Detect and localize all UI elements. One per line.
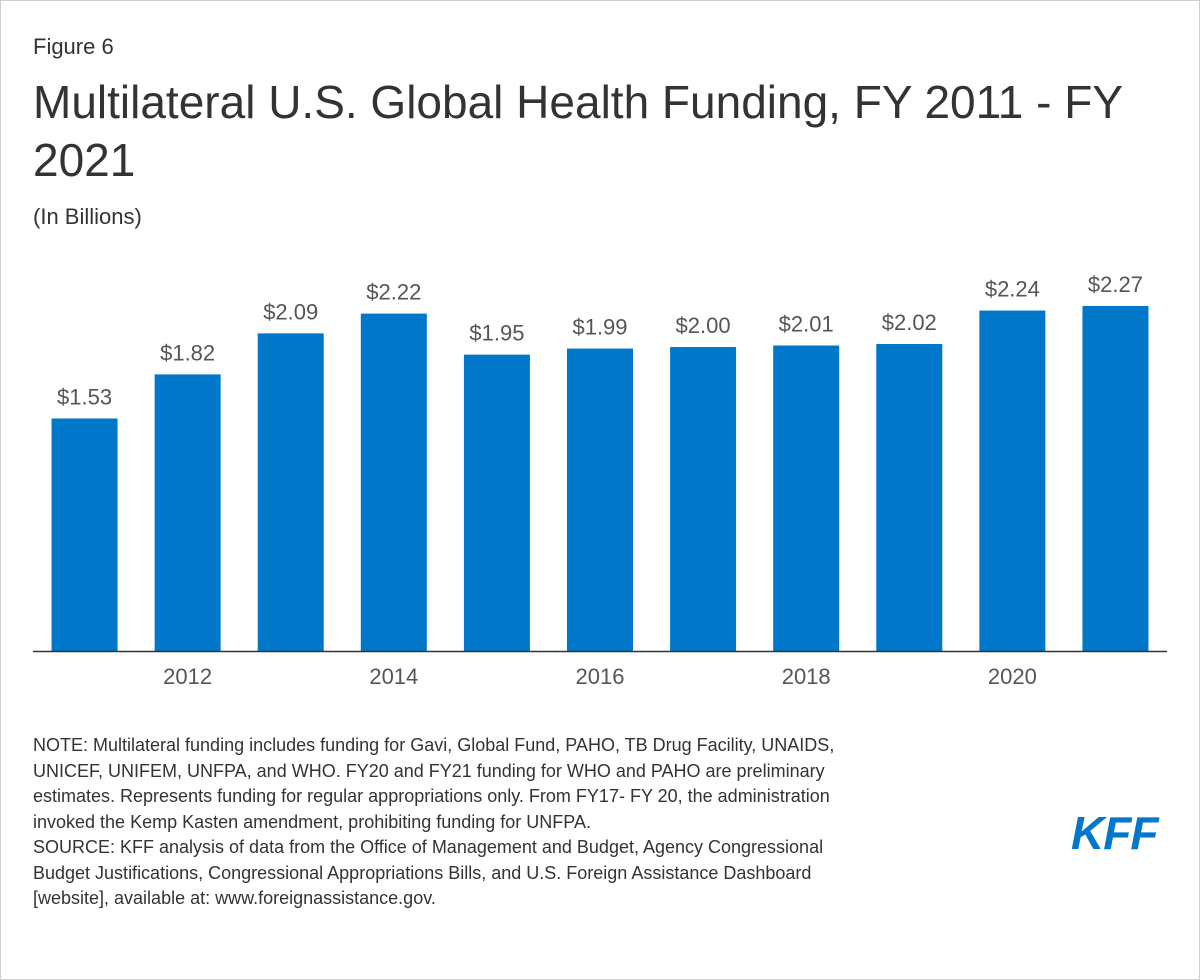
data-label-2020: $2.24 (985, 277, 1040, 302)
data-label-2019: $2.02 (882, 310, 937, 335)
chart-title: Multilateral U.S. Global Health Funding,… (33, 76, 1123, 186)
source-line: Budget Justifications, Congressional App… (33, 862, 812, 883)
bar-chart: $1.53 $1.82 $2.09 $2.22 $1.95 $1.99 $2.00 $2.01… (33, 272, 1167, 689)
note-line: estimates. Represents funding for regula… (33, 786, 830, 806)
bar-2019 (876, 343, 943, 651)
bar-2015 (463, 354, 530, 651)
bar-2018 (773, 345, 840, 651)
bar-2017 (670, 347, 737, 651)
note-line: UNICEF, UNIFEM, UNFPA, and WHO. FY20 and… (33, 760, 825, 781)
kff-logo: KFF (1071, 807, 1158, 859)
data-label-2018: $2.01 (779, 312, 834, 337)
data-label-2016: $1.99 (572, 315, 627, 340)
bar-2020 (979, 310, 1046, 651)
x-tick-label-2016: 2016 (576, 664, 625, 689)
bar-2013 (257, 333, 324, 651)
bar-2012 (154, 374, 221, 651)
data-label-2011: $1.53 (57, 384, 112, 409)
x-tick-label-2020: 2020 (988, 664, 1037, 689)
x-tick-label-2012: 2012 (163, 664, 212, 689)
footnote: NOTE: Multilateral funding includes fund… (33, 733, 1023, 912)
bar-2011 (51, 418, 118, 651)
x-tick-label-2018: 2018 (782, 664, 831, 689)
data-label-2021: $2.27 (1088, 272, 1143, 297)
chart-subtitle: (In Billions) (33, 204, 142, 229)
data-label-2014: $2.22 (366, 280, 421, 305)
x-tick-label-2014: 2014 (369, 664, 418, 689)
data-label-2012: $1.82 (160, 340, 215, 365)
note-line: invoked the Kemp Kasten amendment, prohi… (33, 811, 591, 832)
source-line: [website], available at: www.foreignassi… (33, 888, 436, 908)
data-label-2017: $2.00 (676, 313, 731, 338)
bar-2014 (360, 313, 427, 651)
note-line: NOTE: Multilateral funding includes fund… (33, 735, 835, 755)
bar-2016 (567, 348, 633, 651)
source-line: SOURCE: KFF analysis of data from the Of… (33, 837, 824, 857)
data-label-2015: $1.95 (469, 321, 524, 346)
data-label-2013: $2.09 (263, 299, 318, 324)
bar-2021 (1082, 306, 1149, 651)
figure-label: Figure 6 (33, 34, 114, 59)
